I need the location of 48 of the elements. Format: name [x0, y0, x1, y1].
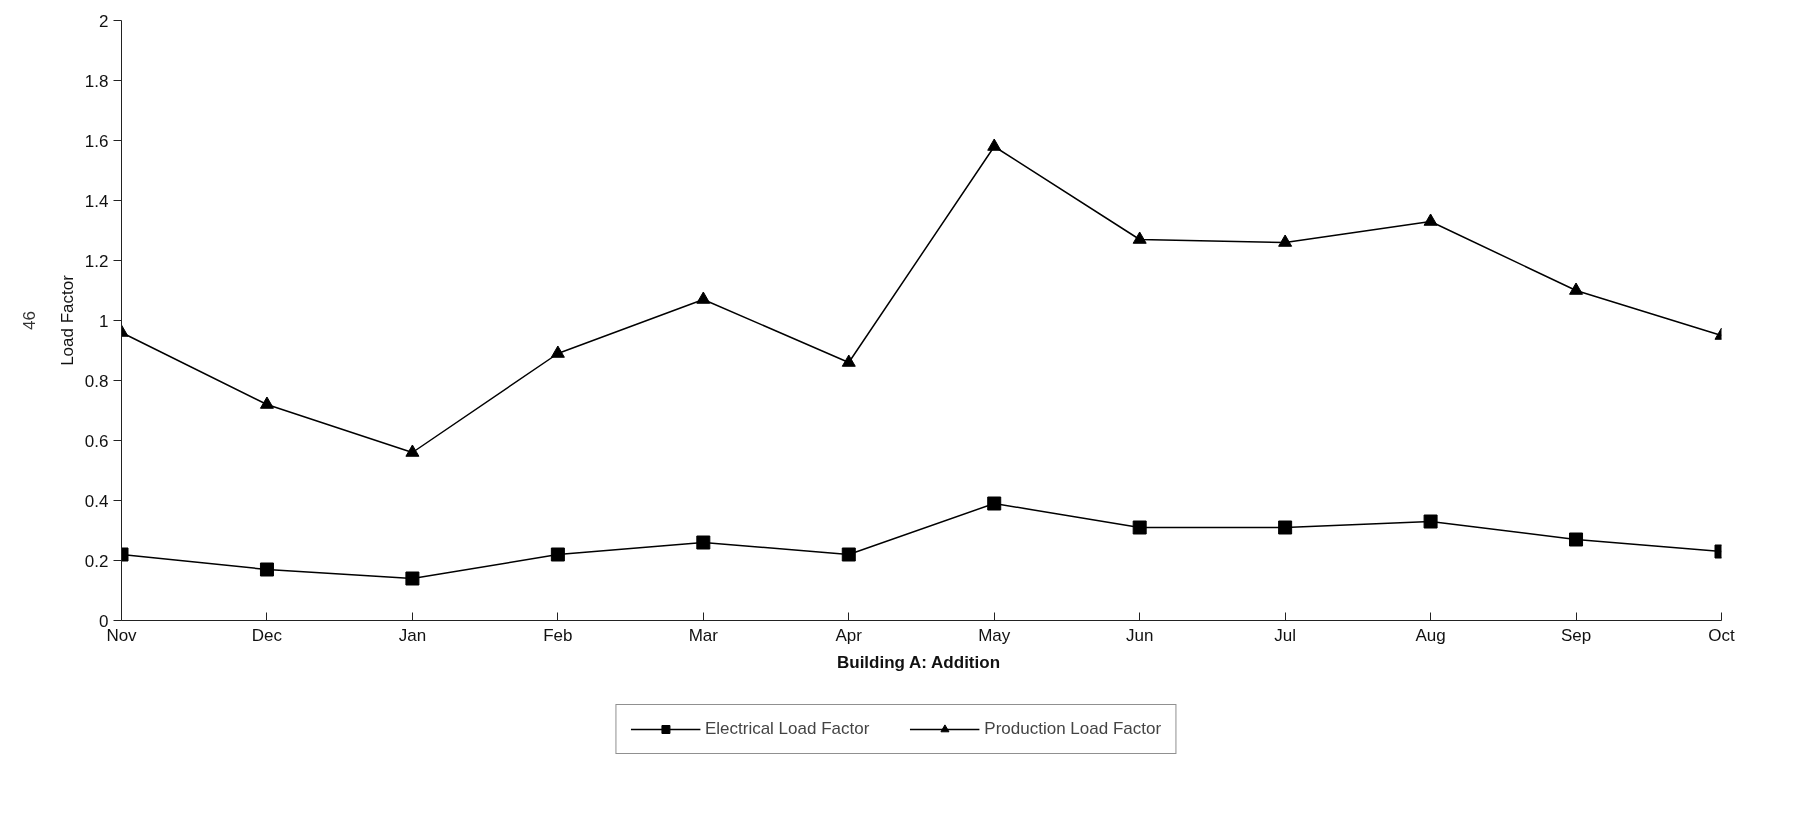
- y-tick-label: 2: [99, 11, 109, 31]
- point: [1132, 520, 1147, 535]
- point: [405, 571, 420, 586]
- point: [1569, 282, 1584, 295]
- legend-label: Electrical Load Factor: [704, 719, 870, 739]
- point: [1569, 532, 1584, 547]
- x-tick-label: Jul: [1274, 625, 1297, 645]
- x-tick-label: Oct: [1708, 625, 1735, 645]
- point: [841, 354, 856, 367]
- x-tick-label: Mar: [688, 625, 719, 645]
- point: [987, 496, 1002, 511]
- point: [1278, 520, 1293, 535]
- point: [550, 345, 565, 358]
- point: [696, 535, 711, 550]
- y-tick-label: 0: [99, 611, 109, 631]
- x-tick-label: May: [978, 625, 1011, 645]
- point: [259, 396, 274, 409]
- y-tick-label: 0.2: [84, 551, 109, 571]
- y-tick-label: 0.6: [84, 431, 109, 451]
- x-tick-label: Jan: [398, 625, 427, 645]
- text: 46: [19, 311, 39, 330]
- point: [405, 444, 420, 457]
- x-tick-label: Dec: [251, 625, 283, 645]
- y-tick-label: 1.8: [84, 71, 109, 91]
- point: [1423, 514, 1438, 529]
- y-tick-label: 1.4: [84, 191, 109, 211]
- x-tick-label: Jun: [1125, 625, 1154, 645]
- x-tick-label: Aug: [1415, 625, 1446, 645]
- point: [1278, 234, 1293, 247]
- point: [987, 138, 1002, 151]
- y-tick-label: 0.8: [84, 371, 109, 391]
- point: [841, 547, 856, 562]
- point: [550, 547, 565, 562]
- legend-label: Production Load Factor: [984, 719, 1162, 739]
- point: [696, 291, 711, 304]
- y-tick-label: 1.6: [84, 131, 109, 151]
- point: [1423, 213, 1438, 226]
- x-tick-label: Sep: [1560, 625, 1592, 645]
- y-axis-title: Load Factor: [57, 274, 77, 366]
- x-tick-label: Feb: [543, 625, 573, 645]
- x-axis-title: Building A: Addition: [836, 652, 1001, 672]
- y-tick-label: 1.2: [84, 251, 109, 271]
- y-tick-label: 1: [99, 311, 109, 331]
- x-tick-label: Nov: [106, 625, 138, 645]
- y-tick-label: 0.4: [84, 491, 109, 511]
- point: [1132, 231, 1147, 244]
- x-tick-label: Apr: [835, 625, 863, 645]
- point: [259, 562, 274, 577]
